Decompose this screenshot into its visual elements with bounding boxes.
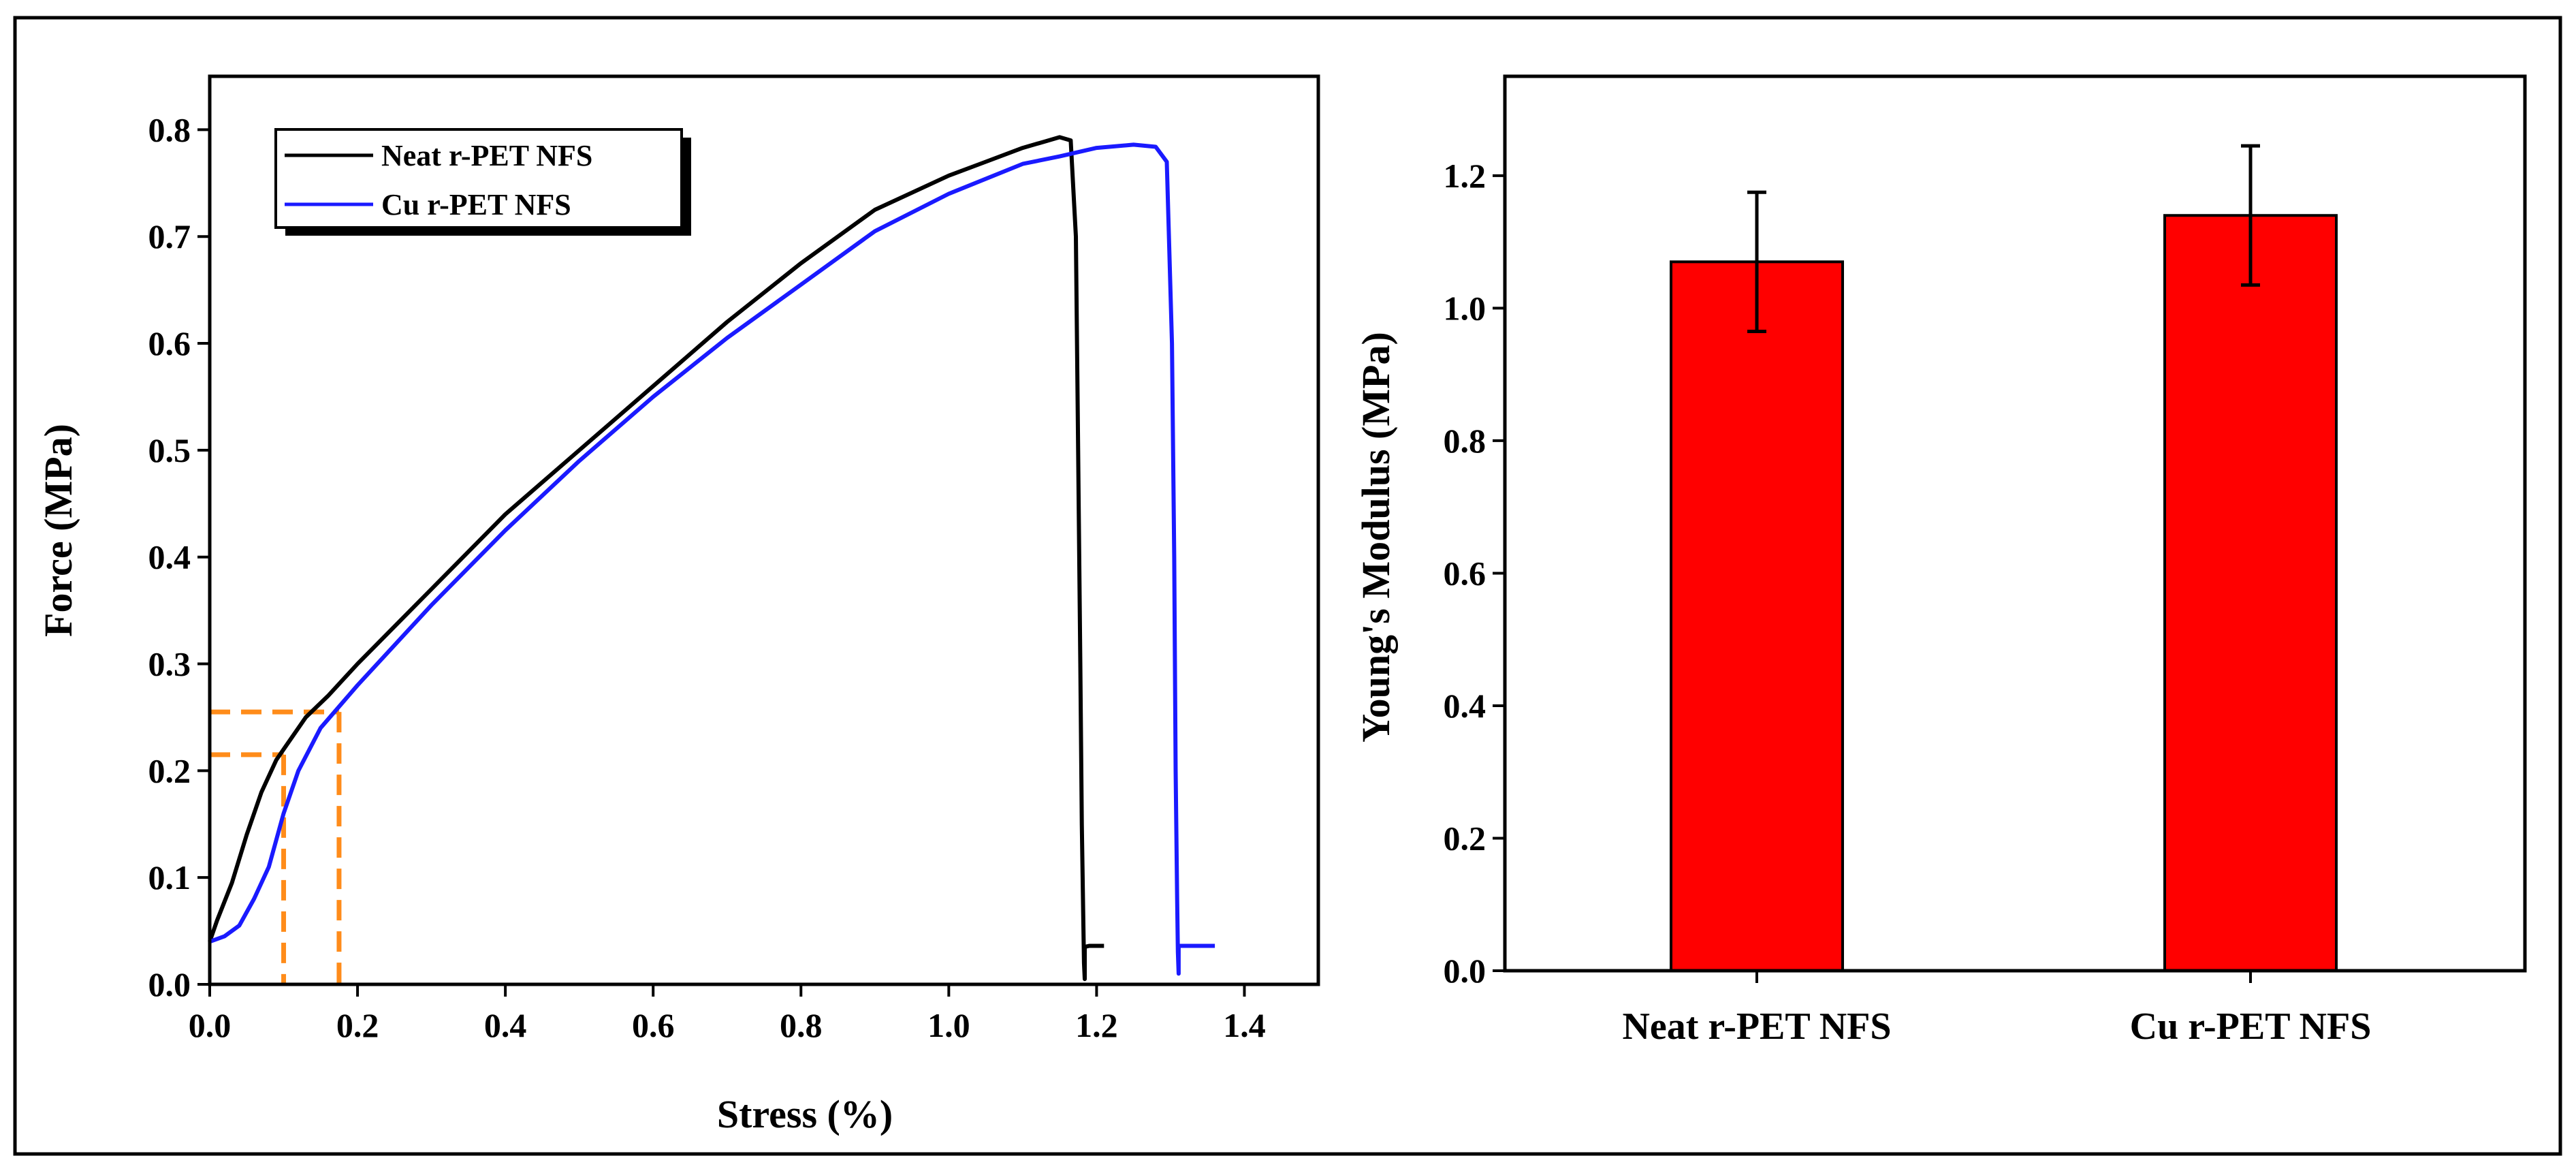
x-tick-label: 0.4: [484, 1006, 527, 1044]
right-plot-frame: [1503, 74, 2527, 973]
x-tick-label: 1.4: [1223, 1006, 1266, 1044]
bar-y-tick-label: 0.6: [1444, 554, 1486, 592]
figure-border: [13, 16, 2562, 1156]
x-tick-label: 0.2: [336, 1006, 379, 1044]
y-tick-label: 0.1: [148, 858, 191, 896]
x-tick-label: 0.8: [780, 1006, 823, 1044]
bar: [2163, 214, 2338, 973]
bar-y-tick-label: 1.0: [1444, 289, 1486, 327]
legend-label-cu: Cu r-PET NFS: [381, 188, 571, 221]
y-tick-label: 0.8: [148, 110, 191, 149]
y-tick-label: 0.3: [148, 645, 191, 683]
series-line-cu: [208, 142, 1215, 976]
force-stress-chart: 0.0 0.2 0.4 0.6 0.8 1.0 1.2 1.4 0.0 0.1 0.2 0.3 0.4 0…: [36, 74, 1320, 1136]
legend: Neat r-PET NFS Cu r-PET NFS: [274, 128, 691, 236]
bar-y-tick-label: 0.8: [1444, 422, 1486, 460]
bar: [1670, 260, 1844, 972]
yield-guide-lines: [210, 709, 342, 984]
x-tick-label: 0.6: [632, 1006, 675, 1044]
left-plot-frame: [208, 74, 1320, 986]
y-tick-label: 0.6: [148, 324, 191, 362]
y-axis-label: Force (MPa): [36, 424, 80, 637]
series-lines: [208, 135, 1215, 982]
series-line-neat: [208, 135, 1104, 982]
bar-y-tick-label: 1.2: [1444, 157, 1486, 195]
youngs-modulus-bar-chart: 0.0 0.2 0.4 0.6 0.8 1.0 1.2 Neat r-PET NFS Cu r-…: [1354, 74, 2527, 1048]
bar-y-axis-label: Young's Modulus (MPa): [1354, 332, 1398, 743]
y-tick-label: 0.2: [148, 751, 191, 790]
x-tick-label: 1.0: [927, 1006, 970, 1044]
category-label: Neat r-PET NFS: [1622, 1005, 1891, 1048]
bar-y-tick-label: 0.0: [1444, 952, 1486, 990]
x-tick-label: 1.2: [1075, 1006, 1118, 1044]
y-tick-label: 0.7: [148, 217, 191, 255]
y-tick-label: 0.4: [148, 538, 191, 576]
category-label: Cu r-PET NFS: [2130, 1005, 2372, 1048]
right-ticks: 0.0 0.2 0.4 0.6 0.8 1.0 1.2 Neat r-PET NFS Cu r-…: [1444, 157, 2372, 1048]
bars: [1670, 144, 2338, 973]
left-ticks: 0.0 0.2 0.4 0.6 0.8 1.0 1.2 1.4 0.0 0.1 0.2 0.3 0.4 0…: [148, 110, 1266, 1044]
x-axis-label: Stress (%): [717, 1092, 893, 1136]
x-tick-label: 0.0: [189, 1006, 232, 1044]
bar-y-tick-label: 0.2: [1444, 819, 1486, 857]
y-tick-label: 0.5: [148, 431, 191, 469]
legend-label-neat: Neat r-PET NFS: [381, 139, 592, 172]
legend-box: [274, 128, 683, 229]
y-tick-label: 0.0: [148, 965, 191, 1003]
bar-y-tick-label: 0.4: [1444, 687, 1486, 725]
